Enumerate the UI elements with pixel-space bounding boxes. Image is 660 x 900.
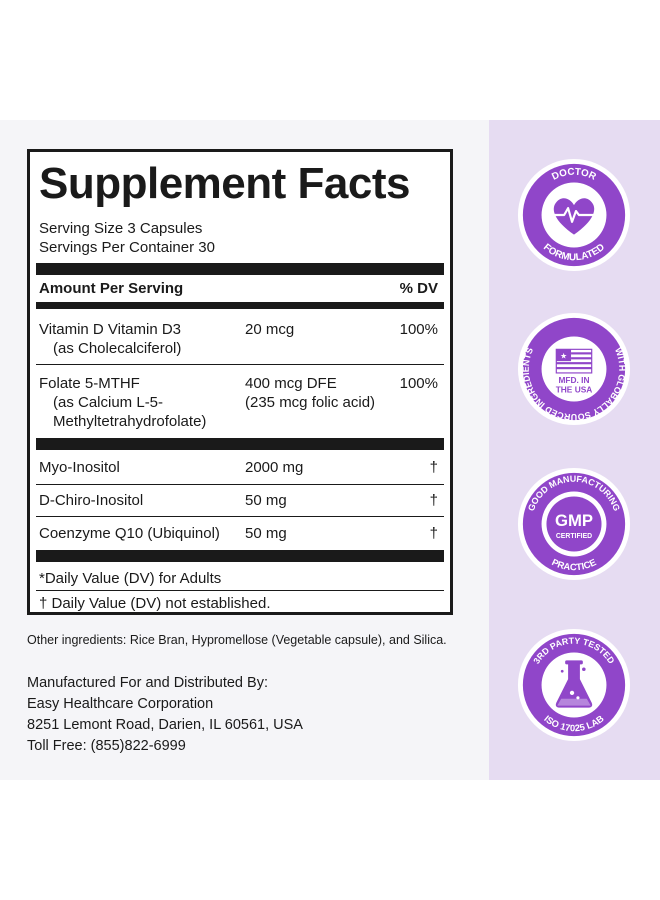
supplement-facts-panel: Supplement Facts Serving Size 3 Capsules…: [27, 149, 453, 615]
us-flag-icon: ★: [555, 348, 593, 374]
nutrient-dv: 100%: [399, 375, 438, 392]
distributor-info: Manufactured For and Distributed By: Eas…: [27, 673, 303, 757]
toll-free-phone: Toll Free: (855)822-6999: [27, 738, 186, 754]
divider-thin: [36, 590, 444, 591]
divider-thick: [36, 263, 444, 275]
badge-center-line: MFD. IN: [558, 375, 589, 385]
footnote-daily-value: *Daily Value (DV) for Adults: [39, 570, 222, 587]
amount-per-serving-header: Amount Per Serving: [39, 280, 184, 297]
dv-header: % DV: [399, 280, 438, 297]
nutrient-dv: †: [429, 525, 438, 542]
globally-sourced-badge: WITH GLOBALLY SOURCED INGREDIENTS ★ MFD.…: [517, 312, 631, 426]
svg-text:★: ★: [560, 352, 567, 361]
divider-thin: [36, 516, 444, 517]
divider-thin: [36, 364, 444, 365]
divider-thick: [36, 438, 444, 450]
divider-thick: [36, 550, 444, 562]
serving-size: Serving Size 3 Capsules: [39, 220, 203, 237]
nutrient-name-detail: (as Calcium L-5-: [53, 394, 164, 411]
company-name: Easy Healthcare Corporation: [27, 696, 214, 712]
badge-arc-text-bottom: PRACTICE: [550, 557, 597, 572]
flask-icon: [555, 660, 593, 708]
nutrient-amount: 2000 mg: [245, 459, 304, 476]
company-address: 8251 Lemont Road, Darien, IL 60561, USA: [27, 717, 303, 733]
badge-center-line: THE USA: [556, 385, 593, 395]
servings-per-container: Servings Per Container 30: [39, 239, 215, 256]
nutrient-amount: 50 mg: [245, 525, 287, 542]
nutrient-dv: †: [429, 492, 438, 509]
third-party-tested-badge: 3RD PARTY TESTED ISO 17025 LAB: [517, 628, 631, 742]
facts-title: Supplement Facts: [39, 159, 410, 208]
nutrient-name: Myo-Inositol: [39, 459, 120, 476]
divider-thin: [36, 484, 444, 485]
gmp-seal: [546, 496, 602, 552]
footnote-not-established: † Daily Value (DV) not established.: [39, 595, 271, 612]
nutrient-name-detail: Methyltetrahydrofolate): [53, 413, 207, 430]
nutrient-name: D-Chiro-Inositol: [39, 492, 144, 509]
other-ingredients: Other ingredients: Rice Bran, Hypromello…: [27, 633, 447, 647]
nutrient-amount: 50 mg: [245, 492, 287, 509]
divider-medium: [36, 302, 444, 309]
nutrient-dv: †: [429, 459, 438, 476]
gmp-certified-label: CERTIFIED: [556, 533, 592, 540]
nutrient-name-detail: (as Cholecalciferol): [53, 340, 182, 357]
distributor-heading: Manufactured For and Distributed By:: [27, 675, 268, 691]
nutrient-name: Coenzyme Q10 (Ubiquinol): [39, 525, 220, 542]
doctor-formulated-badge: DOCTOR FORMULATED: [517, 158, 631, 272]
nutrient-name: Folate 5-MTHF: [39, 375, 140, 392]
nutrient-amount: 400 mcg DFE: [245, 375, 337, 392]
gmp-certified-badge: GOOD MANUFACTURING PRACTICE GMP CERTIFIE…: [517, 467, 631, 581]
gmp-logo: GMP: [555, 511, 593, 530]
heart-pulse-icon: [552, 198, 596, 235]
nutrient-name: Vitamin D Vitamin D3: [39, 321, 182, 338]
nutrient-dv: 100%: [399, 321, 438, 338]
badge-arc-text-top: DOCTOR: [550, 167, 597, 183]
nutrient-amount-detail: (235 mcg folic acid): [245, 394, 376, 411]
nutrient-amount: 20 mcg: [245, 321, 295, 338]
